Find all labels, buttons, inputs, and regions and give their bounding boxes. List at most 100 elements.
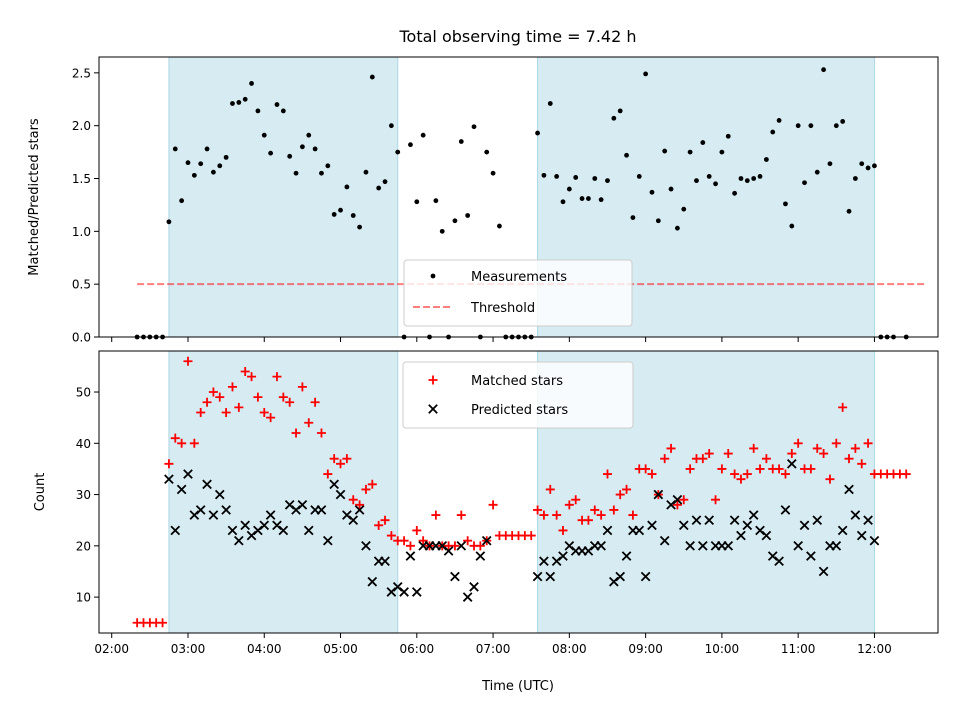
measurement-point	[738, 176, 744, 181]
predicted-star-point	[774, 556, 784, 567]
matched-star-point	[615, 490, 625, 500]
predicted-star-point	[233, 535, 244, 546]
top-y-tick-label: 0.5	[72, 278, 91, 292]
measurement-point	[802, 180, 807, 186]
measurement-point	[859, 161, 865, 167]
matched-star-point	[475, 541, 485, 551]
measurement-point	[586, 196, 591, 201]
matched-star-point	[189, 438, 199, 448]
measurement-point	[700, 140, 706, 145]
measurement-point	[643, 71, 649, 77]
predicted-star-point	[799, 520, 810, 531]
predicted-star-point	[850, 510, 861, 520]
measurement-point	[249, 81, 254, 86]
predicted-star-point	[780, 505, 791, 515]
predicted-star-point	[329, 479, 340, 490]
matched-star-point	[825, 474, 835, 484]
legend-matched-label: Matched stars	[471, 374, 563, 389]
predicted-star-point	[335, 489, 346, 500]
bottom-legend-box	[402, 361, 634, 429]
measurement-point	[795, 123, 801, 129]
predicted-star-point	[863, 515, 873, 526]
measurement-point	[484, 149, 490, 155]
predicted-star-point	[640, 571, 651, 582]
bottom-legend: Matched stars Predicted stars	[402, 361, 634, 429]
predicted-star-point	[685, 540, 695, 551]
matched-star-point	[533, 505, 543, 515]
x-tick-label: 09:00	[628, 642, 663, 656]
matched-star-point	[711, 495, 721, 505]
matched-star-point	[749, 443, 759, 453]
measurement-point	[776, 117, 782, 123]
measurement-point	[808, 123, 814, 129]
matched-star-point	[838, 402, 848, 412]
matched-star-point	[418, 536, 428, 546]
measurement-point	[547, 101, 553, 106]
measurement-point	[605, 178, 610, 184]
measurement-point	[687, 149, 693, 155]
measurement-point	[331, 212, 337, 217]
matched-star-point	[266, 413, 276, 423]
predicted-star-point	[380, 556, 390, 567]
predicted-star-point	[475, 551, 486, 561]
predicted-star-point	[303, 525, 314, 536]
bottom-y-tick-label: 20	[76, 539, 91, 553]
top-y-tick-label: 1.5	[72, 172, 91, 186]
measurement-point	[236, 100, 242, 105]
measurement-point	[408, 142, 413, 148]
x-tick-label: 11:00	[781, 642, 816, 656]
legend-measurements-label: Measurements	[471, 270, 567, 285]
measurement-point	[770, 129, 776, 135]
measurement-point	[821, 67, 826, 73]
predicted-star-point	[456, 540, 467, 551]
predicted-star-point	[227, 525, 238, 536]
matched-star-point	[641, 464, 651, 474]
measurement-point	[185, 160, 191, 166]
measurement-point	[293, 170, 299, 176]
measurement-point	[268, 150, 274, 156]
measurement-point	[636, 173, 642, 179]
measurement-point	[497, 223, 502, 229]
measurement-point	[452, 218, 458, 224]
measurement-point	[198, 161, 204, 167]
predicted-star-point	[265, 510, 276, 520]
measurement-point	[611, 115, 617, 121]
matched-star-point	[558, 525, 568, 535]
predicted-star-point	[812, 515, 823, 526]
x-tick-label: 04:00	[247, 642, 282, 656]
measurement-point	[751, 176, 757, 181]
top-axes-frame	[98, 56, 939, 338]
x-tick-label: 08:00	[552, 642, 587, 656]
legend-predicted-marker	[428, 404, 438, 414]
measurement-point	[325, 163, 331, 169]
predicted-star-point	[221, 505, 231, 515]
matched-star-point	[564, 500, 574, 510]
matched-star-point	[622, 484, 632, 494]
legend-measurement-marker	[430, 273, 436, 279]
measurement-point	[465, 213, 471, 218]
predicted-star-point	[659, 535, 670, 546]
measurement-point	[172, 146, 178, 152]
predicted-star-point	[818, 566, 829, 577]
measurement-point	[350, 213, 356, 218]
bottom-axes-frame	[98, 350, 939, 634]
matched-star-point	[596, 510, 606, 520]
matched-star-point	[164, 459, 174, 469]
matched-star-point	[736, 474, 746, 484]
top-series-measurements	[134, 67, 909, 340]
matched-star-point	[787, 449, 797, 459]
predicted-star-point	[164, 474, 174, 485]
predicted-star-point	[869, 535, 880, 546]
measurement-point	[458, 139, 464, 144]
measurement-point	[789, 223, 795, 229]
matched-star-point	[628, 510, 638, 520]
top-y-tick-label: 2.0	[72, 119, 91, 133]
measurement-point	[554, 173, 560, 179]
top-y-tick-label: 0.0	[72, 331, 91, 345]
matched-star-point	[183, 356, 193, 366]
matched-star-point	[323, 469, 333, 479]
measurement-point	[382, 179, 388, 185]
measurement-point	[573, 175, 579, 180]
x-tick-label: 12:00	[857, 642, 892, 656]
bottom-series-predicted-stars	[164, 458, 880, 602]
